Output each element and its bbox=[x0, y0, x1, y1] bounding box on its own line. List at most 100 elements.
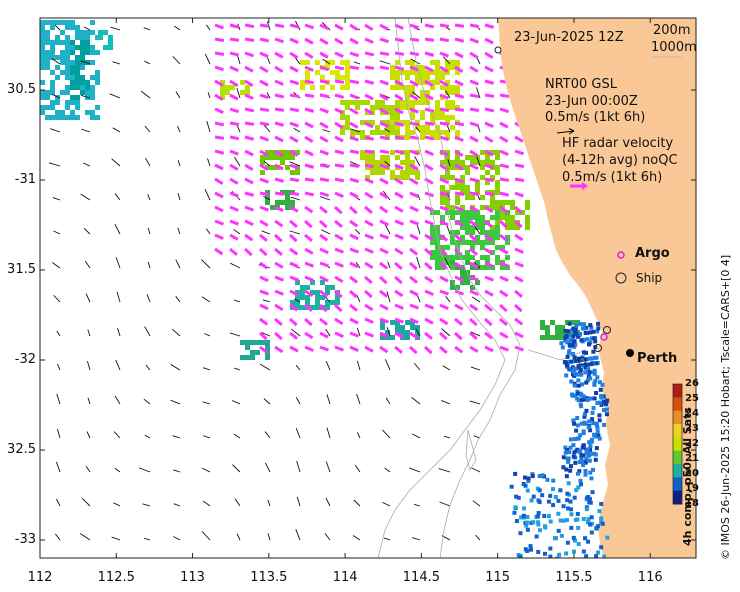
hf-arrow bbox=[244, 205, 254, 212]
sst-pixel bbox=[592, 355, 597, 360]
sst-pixel bbox=[220, 80, 225, 85]
hf-arrow bbox=[319, 289, 329, 298]
hf-arrow bbox=[229, 149, 239, 156]
hf-arrow bbox=[484, 51, 494, 59]
sst-pixel bbox=[495, 205, 500, 210]
hf-arrow bbox=[484, 23, 495, 29]
sst-pixel bbox=[495, 260, 500, 265]
hf-arrow bbox=[439, 261, 448, 270]
sst-pixel bbox=[573, 329, 578, 334]
sst-pixel bbox=[320, 280, 325, 285]
sst-pixel bbox=[510, 200, 515, 205]
gsl-arrow bbox=[326, 394, 331, 405]
gsl-arrow bbox=[110, 26, 121, 31]
y-tick-label: 30.5 bbox=[7, 82, 36, 97]
sst-pixel bbox=[600, 521, 605, 526]
hf-arrow bbox=[394, 331, 404, 339]
gsl-arrow bbox=[296, 460, 301, 473]
hf-arrow bbox=[499, 247, 509, 255]
sst-pixel bbox=[345, 65, 350, 70]
gsl-arrow bbox=[410, 58, 421, 65]
sst-pixel bbox=[525, 225, 530, 230]
sst-pixel bbox=[591, 421, 596, 426]
sst-pixel bbox=[375, 105, 380, 110]
sst-pixel bbox=[45, 95, 50, 100]
hf-arrow bbox=[483, 317, 493, 327]
sst-pixel bbox=[75, 35, 80, 40]
sst-pixel bbox=[565, 491, 570, 496]
sst-pixel bbox=[505, 235, 510, 240]
sst-pixel bbox=[315, 300, 320, 305]
hf-arrow bbox=[319, 107, 329, 114]
hf-arrow bbox=[409, 107, 419, 114]
hf-arrow bbox=[289, 191, 300, 196]
sst-pixel bbox=[475, 260, 480, 265]
hf-arrow bbox=[469, 177, 480, 183]
hf-arrow bbox=[469, 219, 479, 228]
hf-arrow bbox=[349, 261, 359, 269]
sst-pixel bbox=[480, 195, 485, 200]
sst-pixel bbox=[455, 255, 460, 260]
gsl-arrow bbox=[384, 128, 391, 133]
gsl-arrow bbox=[415, 328, 421, 337]
gsl-arrow bbox=[387, 261, 391, 269]
hf-arrow bbox=[334, 345, 344, 352]
gsl-arrow bbox=[232, 400, 241, 405]
sst-pixel bbox=[75, 45, 80, 50]
hf-arrow bbox=[424, 275, 434, 284]
gsl-arrow bbox=[356, 360, 361, 371]
gsl-arrow bbox=[237, 23, 241, 31]
sst-pixel bbox=[586, 342, 591, 347]
gsl-arrow bbox=[442, 365, 451, 371]
sst-pixel bbox=[65, 55, 70, 60]
sst-pixel bbox=[545, 330, 550, 335]
hf-arrow bbox=[499, 135, 509, 143]
sst-pixel bbox=[390, 105, 395, 110]
sst-pixel bbox=[425, 130, 430, 135]
sst-pixel bbox=[355, 130, 360, 135]
x-tick-label: 113 bbox=[180, 570, 205, 585]
hf-arrow bbox=[409, 331, 419, 340]
sst-pixel bbox=[415, 75, 420, 80]
sst-pixel bbox=[465, 280, 470, 285]
sst-pixel bbox=[430, 240, 435, 245]
sst-pixel bbox=[285, 155, 290, 160]
sst-pixel bbox=[460, 160, 465, 165]
sst-pixel bbox=[585, 378, 590, 383]
sst-pixel bbox=[440, 260, 445, 265]
sst-pixel bbox=[568, 359, 573, 364]
sst-pixel bbox=[490, 195, 495, 200]
hf-arrow bbox=[499, 317, 508, 326]
hf-arrow bbox=[469, 93, 480, 99]
sst-pixel bbox=[604, 412, 609, 417]
sst-pixel bbox=[574, 323, 579, 328]
sst-pixel bbox=[500, 245, 505, 250]
sst-pixel bbox=[540, 473, 545, 478]
gsl-arrow bbox=[415, 126, 421, 133]
plot-frame bbox=[39, 17, 697, 559]
sst-pixel bbox=[70, 75, 75, 80]
hf-arrow bbox=[393, 275, 403, 285]
sst-pixel bbox=[370, 170, 375, 175]
sst-pixel bbox=[55, 20, 60, 25]
sst-pixel bbox=[430, 85, 435, 90]
sst-pixel bbox=[45, 65, 50, 70]
hf-arrow bbox=[469, 247, 478, 256]
gsl-arrow bbox=[290, 196, 301, 201]
sst-pixel bbox=[581, 443, 586, 448]
sst-pixel bbox=[440, 255, 445, 260]
ship-legend-label: Ship bbox=[636, 271, 663, 285]
sst-pixel bbox=[581, 394, 586, 399]
hf-arrow bbox=[499, 261, 509, 268]
y-tick-label: 32.5 bbox=[7, 442, 36, 457]
hf-arrow bbox=[454, 219, 464, 227]
sst-pixel bbox=[415, 125, 420, 130]
hf-arrow bbox=[319, 345, 329, 352]
sst-pixel bbox=[245, 345, 250, 350]
sst-pixel bbox=[420, 125, 425, 130]
sst-pixel bbox=[521, 513, 526, 518]
sst-pixel bbox=[55, 55, 60, 60]
hf-arrow bbox=[244, 149, 254, 157]
hf-arrow bbox=[289, 51, 299, 59]
sst-pixel bbox=[526, 476, 531, 481]
